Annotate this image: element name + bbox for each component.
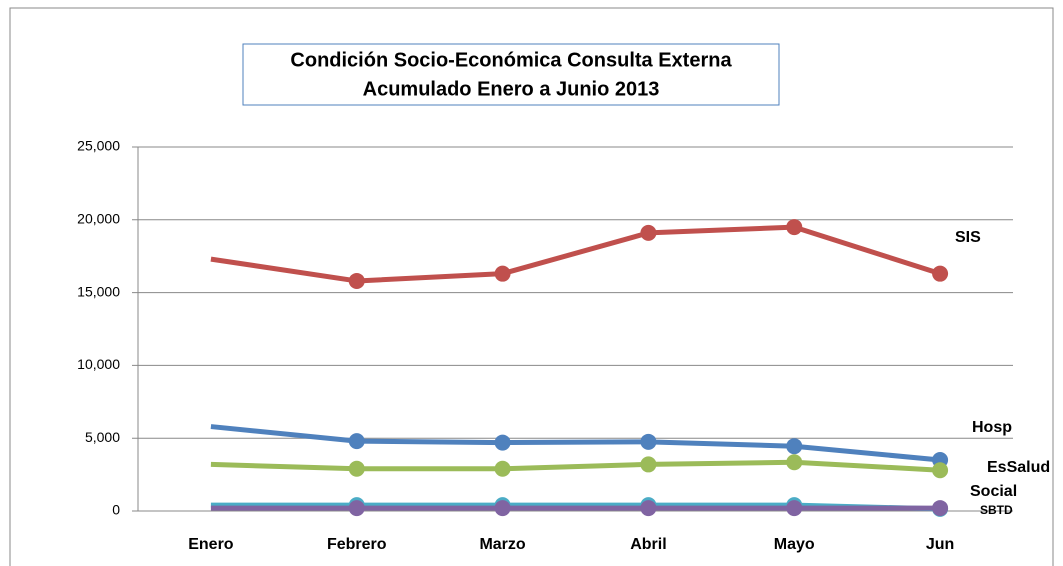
y-tick-label: 15,000 [77,283,120,299]
data-point [640,433,657,450]
data-point [348,433,365,450]
data-point [640,500,657,517]
data-point [932,462,949,479]
chart-title: Acumulado Enero a Junio 2013 [363,78,660,100]
data-point [494,434,511,451]
data-point [494,265,511,282]
data-point [932,500,949,517]
y-tick-label: 5,000 [85,429,120,445]
series-label: Hosp [972,419,1012,436]
series-label: EsSalud [987,459,1050,476]
x-tick-label: Jun [926,536,954,553]
data-point [932,265,949,282]
y-tick-label: 25,000 [77,138,120,154]
data-point [348,460,365,477]
data-point [348,500,365,517]
series-line [210,459,941,473]
chart-border [9,7,1054,566]
data-point [786,219,803,236]
title-box [242,43,780,106]
x-tick-label: Enero [188,536,234,553]
data-point [786,438,803,455]
data-point [640,456,657,473]
data-point [786,500,803,517]
x-tick-label: Abril [630,536,666,553]
series-label: SBTD [980,503,1013,517]
series-label: SIS [955,229,981,246]
data-point [348,272,365,289]
x-tick-label: Mayo [774,536,815,553]
y-tick-label: 10,000 [77,356,120,372]
y-tick-label: 20,000 [77,211,120,227]
x-tick-label: Febrero [327,536,387,553]
x-tick-label: Marzo [479,536,525,553]
chart-title: Condición Socio-Económica Consulta Exter… [290,49,732,71]
data-point [640,224,657,241]
series-line [210,224,941,284]
series-line [210,424,941,463]
data-point [494,500,511,517]
series-label: Social [970,483,1017,500]
data-point [786,454,803,471]
data-point [494,460,511,477]
y-tick-label: 0 [112,502,120,518]
